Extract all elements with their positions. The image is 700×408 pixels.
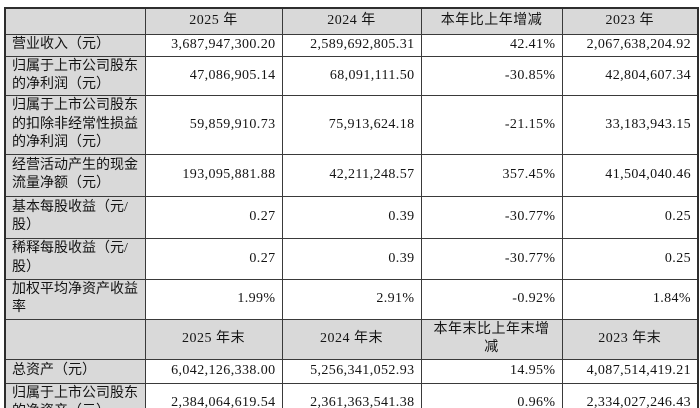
financial-summary-table: 2025 年 2024 年 本年比上年增减 2023 年 营业收入（元） 3,6… [4,7,699,408]
header-empty-cell [4,7,146,35]
table-row-total-assets: 总资产（元） 6,042,126,338.00 5,256,341,052.93… [4,358,699,384]
value-2023: 0.25 [561,237,699,280]
table-row-net-profit-excl-nonrecurring: 归属于上市公司股东的扣除非经常性损益的净利润（元） 59,859,910.73 … [4,95,699,155]
header-year-2025: 2025 年 [144,7,283,35]
header-end-yoy-change: 本年末比上年末增减 [420,318,563,360]
row-label: 营业收入（元） [4,33,146,57]
value-change: 14.95% [420,358,563,384]
row-label: 基本每股收益（元/股） [4,195,146,239]
value-2023: 33,183,943.15 [561,95,699,155]
value-2025: 0.27 [144,237,283,280]
table-row-diluted-eps: 稀释每股收益（元/股） 0.27 0.39 -30.77% 0.25 [4,237,699,280]
value-2023: 2,067,638,204.92 [561,33,699,57]
header-year-2024: 2024 年 [281,7,422,35]
value-2025: 0.27 [144,195,283,239]
header-end-2023: 2023 年末 [561,318,699,360]
table-row-net-profit: 归属于上市公司股东的净利润（元） 47,086,905.14 68,091,11… [4,55,699,97]
row-label: 归属于上市公司股东的净利润（元） [4,55,146,97]
value-change: 357.45% [420,153,563,197]
value-change: -0.92% [420,278,563,320]
row-label: 归属于上市公司股东的净资产（元） [4,382,146,408]
value-2024: 2.91% [281,278,422,320]
header-year-2023: 2023 年 [561,7,699,35]
value-2024: 0.39 [281,195,422,239]
value-2023: 1.84% [561,278,699,320]
value-change: 42.41% [420,33,563,57]
row-label: 经营活动产生的现金流量净额（元） [4,153,146,197]
value-2025: 193,095,881.88 [144,153,283,197]
value-2025: 3,687,947,300.20 [144,33,283,57]
value-2024: 2,361,363,541.38 [281,382,422,408]
value-2024: 42,211,248.57 [281,153,422,197]
value-2025: 2,384,064,619.54 [144,382,283,408]
table-row-operating-cash-flow: 经营活动产生的现金流量净额（元） 193,095,881.88 42,211,2… [4,153,699,197]
table-row-basic-eps: 基本每股收益（元/股） 0.27 0.39 -30.77% 0.25 [4,195,699,239]
header-empty-cell [4,318,146,360]
header-yoy-change: 本年比上年增减 [420,7,563,35]
value-2024: 68,091,111.50 [281,55,422,97]
value-2023: 4,087,514,419.21 [561,358,699,384]
value-2023: 0.25 [561,195,699,239]
value-change: -30.77% [420,195,563,239]
value-change: -30.77% [420,237,563,280]
value-2025: 47,086,905.14 [144,55,283,97]
value-change: -30.85% [420,55,563,97]
header-end-2025: 2025 年末 [144,318,283,360]
row-label: 加权平均净资产收益率 [4,278,146,320]
value-2025: 6,042,126,338.00 [144,358,283,384]
value-2023: 42,804,607.34 [561,55,699,97]
value-2025: 1.99% [144,278,283,320]
table-row-revenue: 营业收入（元） 3,687,947,300.20 2,589,692,805.3… [4,33,699,57]
value-2024: 2,589,692,805.31 [281,33,422,57]
value-2024: 5,256,341,052.93 [281,358,422,384]
header-end-2024: 2024 年末 [281,318,422,360]
value-change: 0.96% [420,382,563,408]
value-2025: 59,859,910.73 [144,95,283,155]
table-row-weighted-avg-roe: 加权平均净资产收益率 1.99% 2.91% -0.92% 1.84% [4,278,699,320]
value-2023: 41,504,040.46 [561,153,699,197]
row-label: 总资产（元） [4,358,146,384]
table-row-net-assets: 归属于上市公司股东的净资产（元） 2,384,064,619.54 2,361,… [4,382,699,408]
period-header-row: 2025 年 2024 年 本年比上年增减 2023 年 [4,7,699,35]
row-label: 归属于上市公司股东的扣除非经常性损益的净利润（元） [4,95,146,155]
value-2024: 0.39 [281,237,422,280]
value-change: -21.15% [420,95,563,155]
row-label: 稀释每股收益（元/股） [4,237,146,280]
value-2024: 75,913,624.18 [281,95,422,155]
value-2023: 2,334,027,246.43 [561,382,699,408]
year-end-header-row: 2025 年末 2024 年末 本年末比上年末增减 2023 年末 [4,318,699,360]
